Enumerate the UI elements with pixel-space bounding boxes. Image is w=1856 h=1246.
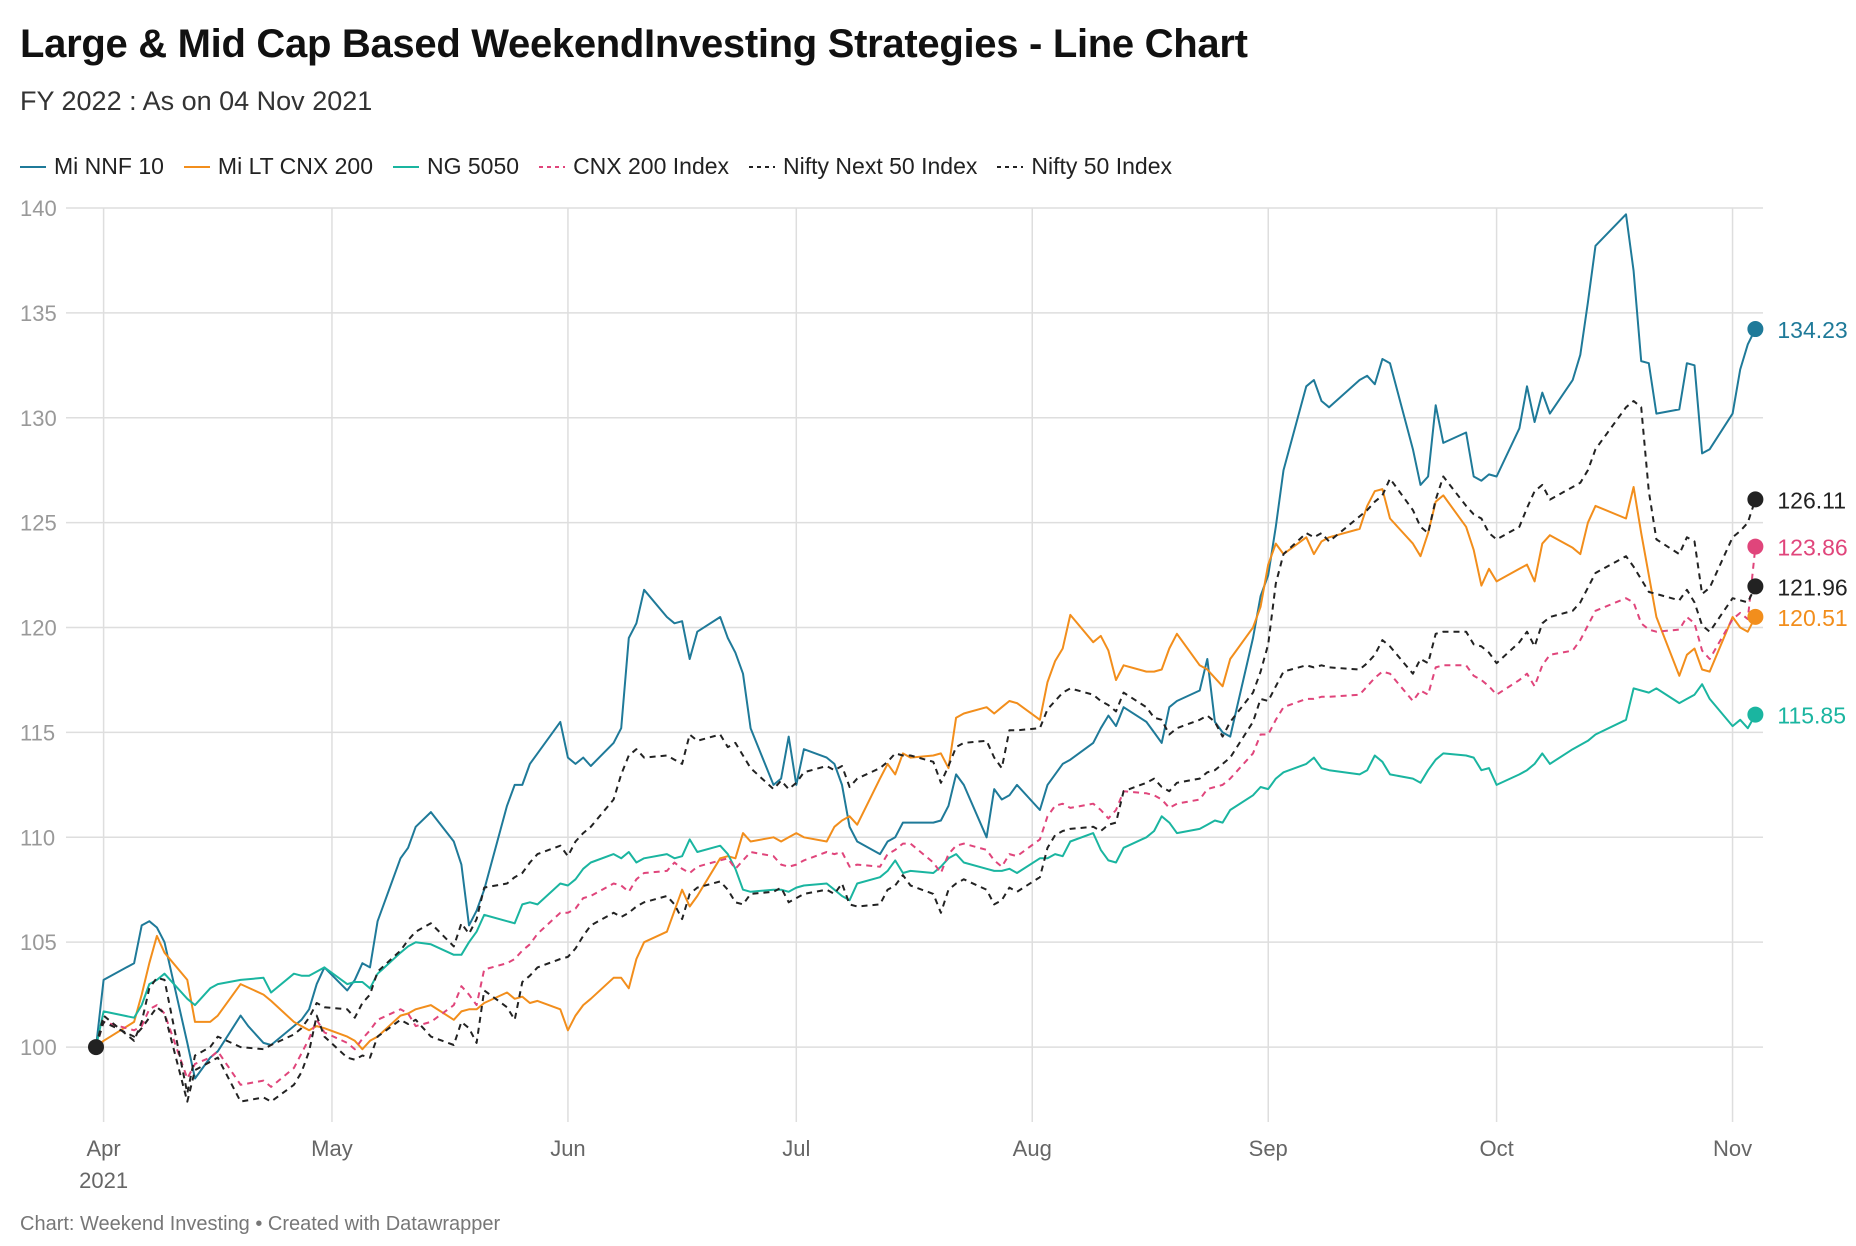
legend-item: Nifty 50 Index (997, 153, 1172, 180)
series-line (95, 546, 1757, 1088)
y-tick-label: 140 (20, 196, 57, 221)
legend-swatch (20, 165, 46, 168)
legend-label: Mi NNF 10 (54, 153, 164, 179)
x-tick-label: Apr (86, 1136, 120, 1161)
legend-item: NG 5050 (393, 153, 519, 180)
x-tick-label: Jun (550, 1136, 585, 1161)
series-end-point (1747, 608, 1764, 625)
legend-item: Mi LT CNX 200 (183, 153, 373, 180)
x-tick-label: Oct (1479, 1136, 1513, 1161)
series-end-label: 126.11 (1777, 487, 1846, 513)
chart-legend: Mi NNF 10 Mi LT CNX 200 NG 5050 CNX 200 Ind… (20, 153, 1192, 180)
series-end-point (1747, 578, 1764, 595)
y-tick-label: 120 (20, 616, 57, 641)
series-end-points (88, 321, 1764, 1056)
series-line (95, 213, 1757, 1080)
series-end-point (1747, 706, 1764, 723)
legend-label: CNX 200 Index (573, 153, 730, 179)
series-end-point (1747, 321, 1764, 338)
legend-label: NG 5050 (427, 153, 520, 179)
legend-label: Mi LT CNX 200 (217, 153, 373, 179)
chart-credit: Chart: Weekend Investing • Created with … (20, 1213, 501, 1235)
y-tick-label: 105 (20, 930, 57, 955)
x-tick-label: Jul (782, 1136, 810, 1161)
series-start-point (88, 1039, 104, 1056)
series-end-label: 123.86 (1777, 535, 1847, 561)
series-end-label: 115.85 (1777, 703, 1846, 729)
x-tick-label: Aug (1013, 1136, 1052, 1161)
y-axis-tick-labels: 100 105 110 115 120 125 130 135 140 (20, 196, 57, 1060)
series-lines (95, 213, 1757, 1103)
chart-title: Large & Mid Cap Based WeekendInvesting S… (20, 22, 1248, 66)
y-tick-label: 110 (20, 825, 55, 850)
chart-grid (66, 207, 1763, 1122)
series-end-point (1747, 538, 1764, 555)
series-end-label: 134.23 (1777, 317, 1847, 343)
y-tick-label: 125 (20, 511, 57, 536)
chart-subtitle: FY 2022 : As on 04 Nov 2021 (20, 86, 373, 116)
series-line (95, 555, 1757, 1103)
legend-item: Nifty Next 50 Index (749, 153, 977, 180)
y-tick-label: 130 (20, 406, 57, 431)
series-end-point (1747, 491, 1764, 508)
y-tick-label: 135 (20, 301, 57, 326)
legend-label: Nifty Next 50 Index (783, 153, 978, 179)
line-chart: 100 105 110 115 120 125 130 135 140 Apr 2021 May Ju… (20, 196, 1848, 1193)
x-axis-tick-labels: Apr 2021 May Jun Jul Aug Sep Oct Nov (79, 1136, 1752, 1193)
x-tick-label: May (311, 1136, 353, 1161)
series-line (95, 400, 1757, 1095)
y-tick-label: 115 (20, 720, 55, 745)
legend-swatch (393, 165, 419, 168)
series-end-label: 120.51 (1777, 605, 1847, 631)
x-tick-label: Sep (1249, 1136, 1288, 1161)
series-end-label: 121.96 (1777, 574, 1847, 600)
x-tick-sublabel: 2021 (79, 1168, 128, 1193)
x-tick-label: Nov (1713, 1136, 1752, 1161)
legend-item: Mi NNF 10 (20, 153, 164, 180)
series-line (95, 486, 1757, 1051)
series-end-labels: 134.23 120.51 115.85 123.86 126.11 121.96 (1777, 317, 1847, 729)
legend-swatch (183, 165, 210, 168)
legend-label: Nifty 50 Index (1031, 153, 1172, 179)
y-tick-label: 100 (20, 1035, 57, 1060)
legend-item: CNX 200 Index (539, 153, 729, 180)
series-line (95, 683, 1757, 1048)
chart-header: Large & Mid Cap Based WeekendInvesting S… (20, 18, 1820, 118)
